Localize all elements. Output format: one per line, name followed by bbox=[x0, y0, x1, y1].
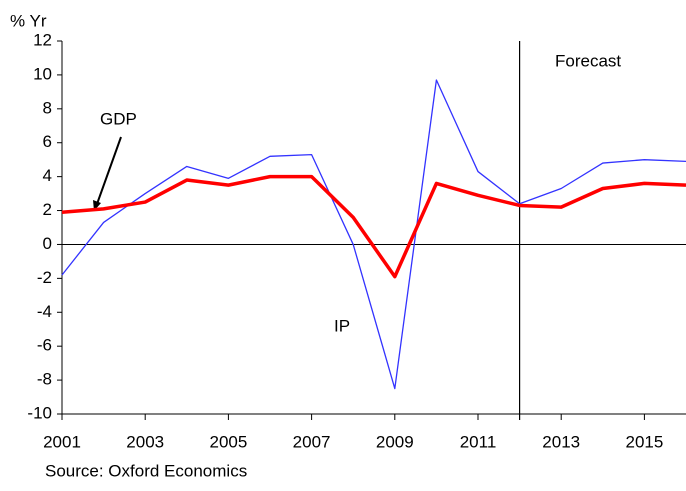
series-label: IP bbox=[334, 316, 350, 335]
x-tick-label: 2001 bbox=[43, 432, 81, 451]
y-tick-label: -6 bbox=[37, 336, 52, 355]
y-tick-label: 10 bbox=[33, 64, 52, 83]
y-tick-label: 8 bbox=[43, 98, 52, 117]
arrow bbox=[96, 136, 122, 205]
y-tick-label: -4 bbox=[37, 302, 52, 321]
x-tick-label: 2011 bbox=[460, 432, 497, 451]
x-tick-label: 2007 bbox=[293, 432, 331, 451]
x-tick-label: 2013 bbox=[542, 432, 580, 451]
x-tick-label: 2009 bbox=[376, 432, 414, 451]
y-tick-label: -2 bbox=[37, 268, 52, 287]
y-tick-label: 6 bbox=[43, 132, 52, 151]
series-label: GDP bbox=[100, 109, 137, 128]
y-tick-label: 12 bbox=[33, 30, 52, 49]
y-tick-label: 0 bbox=[43, 234, 52, 253]
y-tick-label: 2 bbox=[43, 200, 52, 219]
y-tick-label: -8 bbox=[37, 370, 52, 389]
y-tick-label: 4 bbox=[43, 166, 52, 185]
source: Source: Oxford Economics bbox=[45, 461, 247, 480]
forecast-label: Forecast bbox=[555, 51, 621, 70]
y-tick-label: -10 bbox=[27, 403, 52, 422]
y-axis-label: % Yr bbox=[10, 11, 47, 30]
x-tick-label: 2015 bbox=[625, 432, 663, 451]
series-line bbox=[61, 174, 686, 279]
x-tick-label: 2005 bbox=[209, 432, 247, 451]
series-line bbox=[61, 79, 686, 390]
x-tick-label: 2003 bbox=[126, 432, 164, 451]
